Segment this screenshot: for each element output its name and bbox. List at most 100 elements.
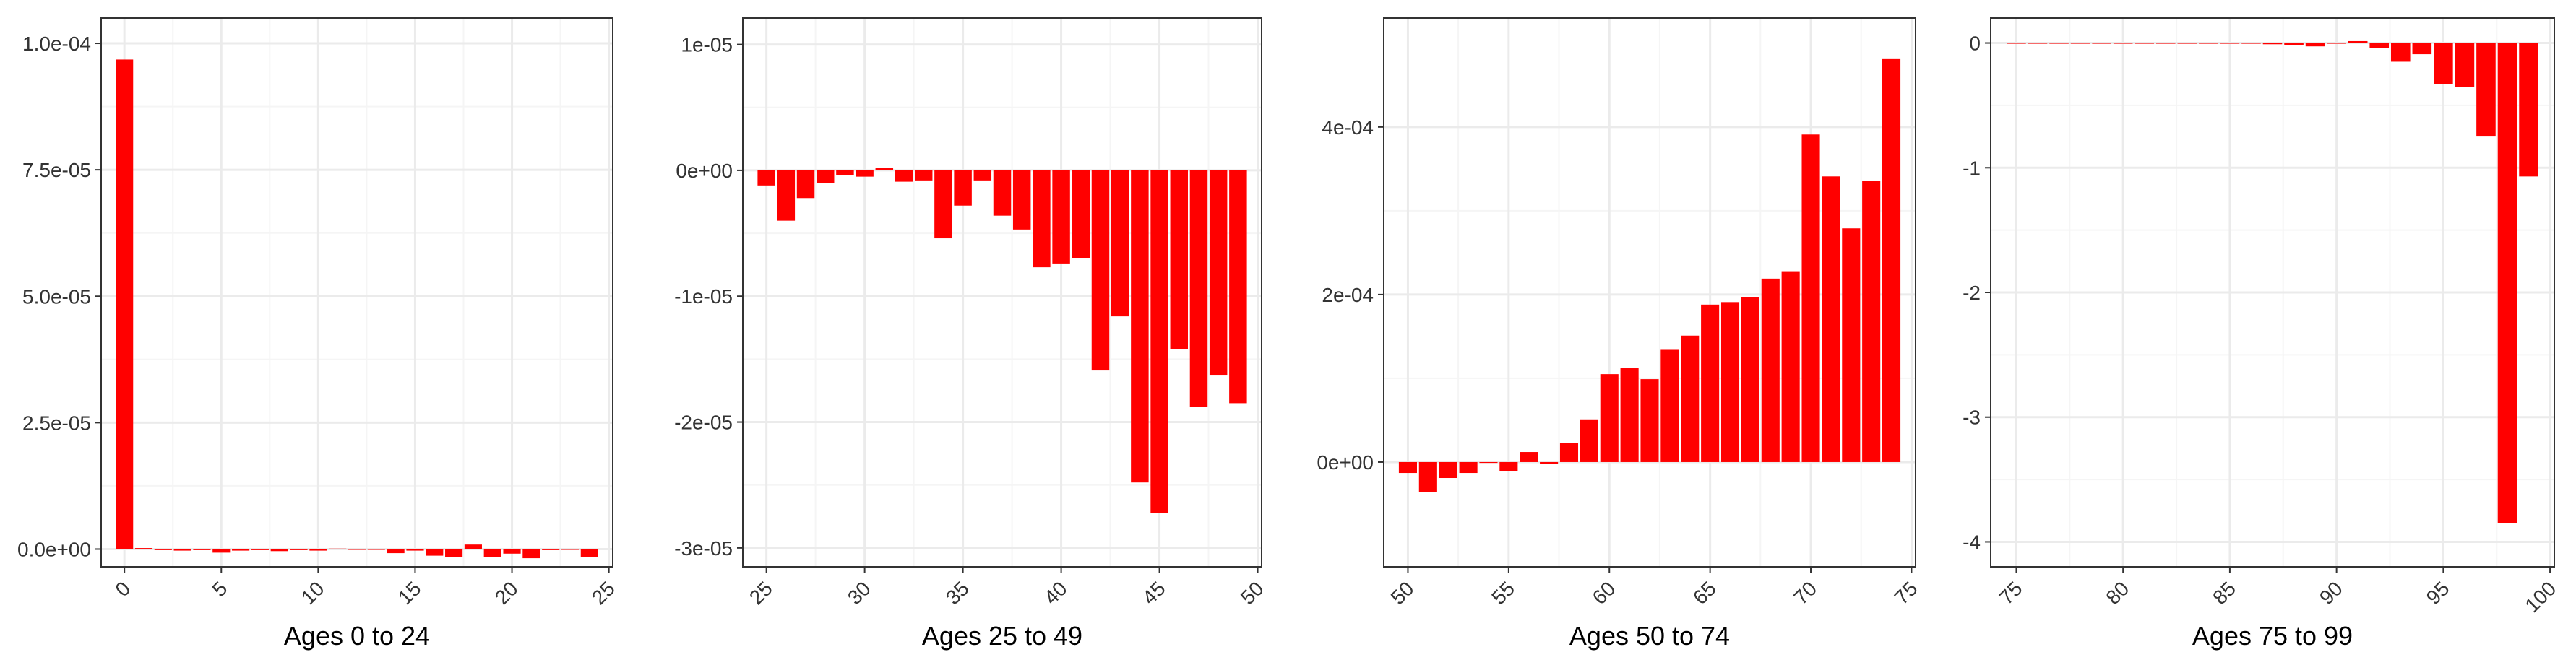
- y-tick-label: 4e-04: [1322, 116, 1374, 139]
- bar: [1052, 170, 1070, 264]
- bar: [1189, 170, 1208, 407]
- bar: [1781, 271, 1800, 462]
- bar: [2434, 43, 2453, 84]
- bar: [934, 170, 952, 239]
- bar: [2476, 43, 2496, 137]
- bar: [836, 170, 854, 175]
- x-tick-label: 25: [587, 577, 619, 609]
- bar: [993, 170, 1012, 216]
- bar: [2155, 43, 2176, 44]
- bar: [2519, 43, 2538, 177]
- bar: [2327, 43, 2346, 44]
- bar: [2369, 43, 2390, 48]
- x-tick-label: 85: [2208, 577, 2240, 609]
- bar: [483, 549, 501, 557]
- bar: [1620, 368, 1639, 462]
- x-tick-label: 60: [1588, 577, 1620, 609]
- bar: [954, 170, 972, 206]
- bar: [387, 549, 405, 554]
- bar: [1862, 181, 1881, 462]
- bar: [1801, 134, 1820, 462]
- bar: [2113, 43, 2133, 44]
- x-tick-label: 5: [208, 577, 232, 601]
- bar: [757, 170, 775, 186]
- x-tick-label: 15: [394, 577, 426, 609]
- bar: [895, 170, 913, 182]
- bar: [2241, 43, 2261, 44]
- bar: [1459, 461, 1478, 474]
- bar: [1882, 58, 1901, 462]
- bar: [212, 549, 231, 553]
- y-tick-label: -2: [1963, 282, 1981, 304]
- bar: [1822, 176, 1840, 462]
- bar: [2455, 43, 2475, 87]
- bar: [875, 168, 894, 170]
- bar: [2497, 43, 2517, 523]
- bar: [445, 549, 463, 557]
- bar: [1479, 461, 1498, 464]
- bar: [1660, 349, 1679, 462]
- x-tick-label: 55: [1487, 577, 1519, 609]
- bar: [2070, 43, 2090, 44]
- bar: [2412, 43, 2432, 55]
- x-tick-label: 35: [942, 577, 973, 609]
- bar: [522, 549, 540, 559]
- y-tick-label: -1e-05: [674, 285, 733, 308]
- y-tick-label: 1.0e-04: [22, 32, 91, 55]
- x-tick-label: 75: [1890, 577, 1922, 609]
- bar: [1761, 278, 1780, 462]
- bar: [1150, 170, 1168, 513]
- panel-border: [742, 17, 1262, 568]
- bar: [464, 544, 482, 549]
- bar: [1701, 304, 1720, 462]
- bar: [1418, 461, 1437, 492]
- y-tick-label: 0: [1969, 32, 1981, 55]
- x-tick-label: 50: [1236, 577, 1268, 609]
- bar: [973, 170, 992, 181]
- bar: [1131, 170, 1149, 483]
- x-axis-title: Ages 0 to 24: [284, 621, 430, 651]
- bar: [1033, 170, 1051, 268]
- bar: [1720, 302, 1740, 462]
- panel-border: [1383, 17, 1916, 568]
- y-tick-label: 2e-04: [1322, 284, 1374, 306]
- bar: [1229, 170, 1247, 404]
- bar: [2049, 43, 2069, 44]
- bar: [1170, 170, 1189, 349]
- bar: [796, 170, 815, 199]
- bar: [2007, 43, 2026, 44]
- panel-border: [100, 17, 613, 568]
- y-tick-label: 0.0e+00: [17, 538, 91, 560]
- x-axis-title: Ages 50 to 74: [1569, 621, 1730, 651]
- bar: [2028, 43, 2048, 44]
- bar: [2135, 43, 2155, 44]
- panel-background: [101, 18, 613, 567]
- bar: [1842, 228, 1861, 462]
- x-tick-label: 100: [2520, 577, 2560, 617]
- y-tick-label: -3: [1963, 407, 1981, 429]
- x-tick-label: 0: [111, 577, 134, 601]
- bar: [777, 170, 796, 221]
- bar: [1540, 461, 1559, 464]
- y-tick-label: 5.0e-05: [22, 285, 91, 308]
- x-axis-title: Ages 75 to 99: [2192, 621, 2353, 651]
- bar: [2284, 43, 2304, 45]
- bar: [914, 170, 933, 181]
- bar: [2177, 43, 2197, 44]
- bar: [116, 59, 134, 549]
- y-tick-label: -3e-05: [674, 537, 733, 560]
- bar: [134, 548, 153, 549]
- y-tick-label: 0e+00: [676, 160, 733, 182]
- bar: [1520, 452, 1538, 462]
- y-tick-label: -4: [1963, 531, 1981, 553]
- panel-ages-0-24: 0.0e+00 2.5e-05 5.0e-05 7.5e-05 1.0e-04 0 5 10 1…: [17, 17, 619, 651]
- bar: [406, 549, 424, 551]
- x-tick-label: 25: [745, 577, 777, 609]
- bar: [270, 549, 288, 552]
- bar: [232, 549, 250, 551]
- bar: [1640, 379, 1659, 462]
- bar: [1600, 374, 1619, 462]
- y-tick-label: 1e-05: [681, 34, 733, 56]
- x-tick-label: 80: [2101, 577, 2133, 609]
